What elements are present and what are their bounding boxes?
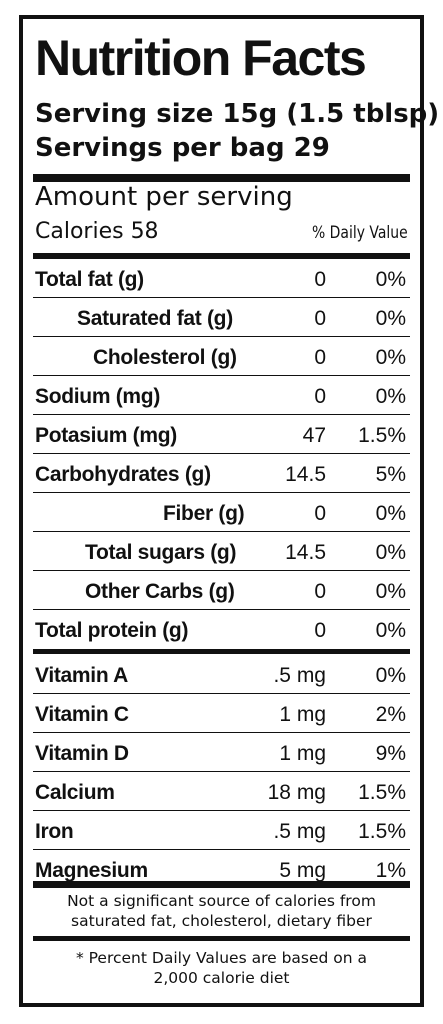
vitamin-row: Magnesium 5 mg 1% xyxy=(33,850,410,888)
nutrient-name: Saturated fat (g) xyxy=(77,307,233,330)
row-divider xyxy=(33,297,410,298)
thick-divider-footnote xyxy=(33,881,410,888)
nutrient-amount: 47 xyxy=(302,424,326,447)
vitamin-row: Vitamin D 1 mg 9% xyxy=(33,733,410,771)
thick-divider-calories xyxy=(33,253,410,259)
vitamin-row: Vitamin C 1 mg 2% xyxy=(33,694,410,732)
nutrition-facts-label: Nutrition Facts Serving size 15g (1.5 tb… xyxy=(19,15,439,1007)
row-divider xyxy=(33,849,410,850)
vitamin-dv: 1.5% xyxy=(358,820,406,843)
servings-per-bag: Servings per bag 29 xyxy=(35,133,330,163)
nutrient-amount: 0 xyxy=(314,619,326,642)
vitamin-amount: 1 mg xyxy=(279,742,326,765)
nutrient-name: Sodium (mg) xyxy=(35,385,161,408)
nutrient-name: Total sugars (g) xyxy=(85,541,237,564)
nutrient-amount: 14.5 xyxy=(285,463,326,486)
nutrient-row: Other Carbs (g) 0 0% xyxy=(33,571,410,609)
row-divider xyxy=(33,693,410,694)
nutrient-row: Potasium (mg) 47 1.5% xyxy=(33,415,410,453)
row-divider xyxy=(33,810,410,811)
row-divider xyxy=(33,771,410,772)
vitamin-row: Vitamin A .5 mg 0% xyxy=(33,655,410,693)
vitamin-amount: 18 mg xyxy=(267,781,326,804)
vitamin-dv: 0% xyxy=(375,664,406,687)
vitamin-name: Vitamin C xyxy=(35,703,129,726)
row-divider xyxy=(33,453,410,454)
nutrient-name: Total fat (g) xyxy=(35,268,144,291)
nutrient-dv: 5% xyxy=(375,463,406,486)
nutrient-name: Fiber (g) xyxy=(163,502,245,525)
vitamin-name: Iron xyxy=(35,820,74,843)
nutrient-amount: 0 xyxy=(314,346,326,369)
nutrient-amount: 14.5 xyxy=(285,541,326,564)
vitamin-amount: .5 mg xyxy=(273,820,326,843)
row-divider xyxy=(33,732,410,733)
nutrient-dv: 0% xyxy=(375,502,406,525)
nutrient-name: Carbohydrates (g) xyxy=(35,463,211,486)
nutrient-amount: 0 xyxy=(314,580,326,603)
nutrient-amount: 0 xyxy=(314,385,326,408)
row-divider xyxy=(33,414,410,415)
vitamin-row: Iron .5 mg 1.5% xyxy=(33,811,410,849)
row-divider xyxy=(33,570,410,571)
vitamin-amount: 1 mg xyxy=(279,703,326,726)
nutrient-row: Fiber (g) 0 0% xyxy=(33,493,410,531)
vitamin-dv: 9% xyxy=(375,742,406,765)
thick-divider-top xyxy=(33,174,410,182)
nutrient-dv: 0% xyxy=(375,385,406,408)
nutrient-name: Cholesterol (g) xyxy=(93,346,237,369)
vitamin-row: Calcium 18 mg 1.5% xyxy=(33,772,410,810)
vitamin-name: Vitamin A xyxy=(35,664,128,687)
footnote-daily-values: * Percent Daily Values are based on a 2,… xyxy=(75,949,368,987)
vitamin-name: Magnesium xyxy=(35,859,148,882)
row-divider xyxy=(33,609,410,610)
label-title: Nutrition Facts xyxy=(35,30,367,86)
nutrient-row: Total protein (g) 0 0% xyxy=(33,610,410,648)
nutrient-dv: 0% xyxy=(375,346,406,369)
nutrient-row: Saturated fat (g) 0 0% xyxy=(33,298,410,336)
vitamin-name: Vitamin D xyxy=(35,742,129,765)
calories: Calories 58 xyxy=(35,219,159,244)
nutrient-amount: 0 xyxy=(314,502,326,525)
nutrient-dv: 1.5% xyxy=(358,424,406,447)
row-divider xyxy=(33,531,410,532)
nutrient-amount: 0 xyxy=(314,307,326,330)
nutrient-row: Cholesterol (g) 0 0% xyxy=(33,337,410,375)
nutrient-name: Total protein (g) xyxy=(35,619,189,642)
nutrient-dv: 0% xyxy=(375,580,406,603)
nutrient-row: Total fat (g) 0 0% xyxy=(33,259,410,297)
nutrient-dv: 0% xyxy=(375,619,406,642)
daily-value-header: % Daily Value xyxy=(312,223,408,243)
vitamin-amount: .5 mg xyxy=(273,664,326,687)
nutrient-dv: 0% xyxy=(375,541,406,564)
vitamin-dv: 1% xyxy=(375,859,406,882)
thick-divider-daily-values xyxy=(33,936,410,941)
nutrient-name: Other Carbs (g) xyxy=(85,580,235,603)
nutrient-dv: 0% xyxy=(375,268,406,291)
row-divider xyxy=(33,492,410,493)
serving-size: Serving size 15g (1.5 tblsp) xyxy=(35,99,440,129)
nutrient-name: Potasium (mg) xyxy=(35,424,177,447)
vitamin-amount: 5 mg xyxy=(279,859,326,882)
nutrient-row: Carbohydrates (g) 14.5 5% xyxy=(33,454,410,492)
vitamin-name: Calcium xyxy=(35,781,115,804)
vitamin-dv: 1.5% xyxy=(358,781,406,804)
nutrient-row: Total sugars (g) 14.5 0% xyxy=(33,532,410,570)
nutrient-row: Sodium (mg) 0 0% xyxy=(33,376,410,414)
thick-divider-vitamins xyxy=(33,649,410,654)
row-divider xyxy=(33,375,410,376)
row-divider xyxy=(33,336,410,337)
nutrient-amount: 0 xyxy=(314,268,326,291)
nutrient-dv: 0% xyxy=(375,307,406,330)
vitamin-dv: 2% xyxy=(375,703,406,726)
footnote-not-significant: Not a significant source of calories fro… xyxy=(67,892,376,930)
amount-per-serving: Amount per serving xyxy=(35,182,293,212)
